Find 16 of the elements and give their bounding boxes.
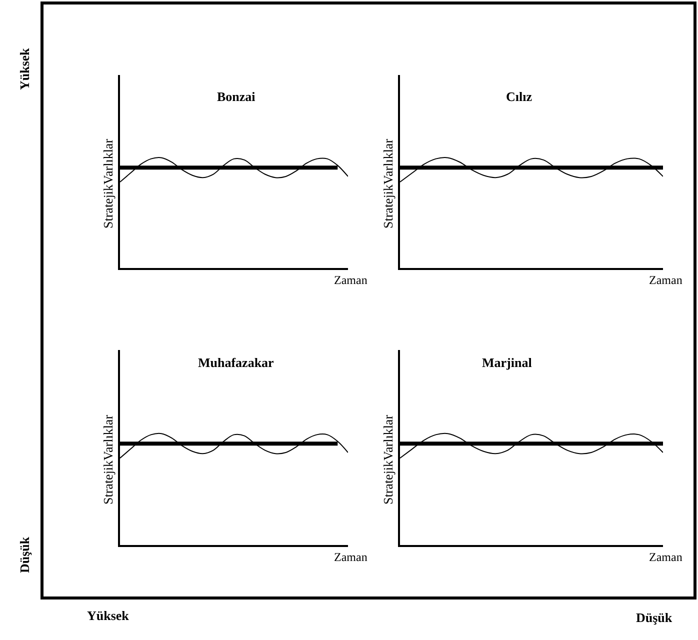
y-axis-title: StratejikVarlıklar	[100, 414, 116, 504]
x-axis-title: Zaman	[334, 550, 368, 564]
text: Yüksek	[87, 608, 130, 623]
chart-title: Cılız	[506, 89, 532, 104]
text: Yüksek	[17, 47, 32, 90]
y-axis-title: StratejikVarlıklar	[380, 414, 396, 504]
text: Düşük	[636, 610, 673, 625]
text: Düşük	[17, 536, 32, 573]
chart-title: Marjinal	[482, 355, 532, 370]
x-axis-title: Zaman	[649, 273, 682, 287]
y-axis-title: StratejikVarlıklar	[100, 138, 116, 228]
x-axis-title: Zaman	[649, 550, 682, 564]
chart-title: Muhafazakar	[198, 355, 274, 370]
x-axis-title: Zaman	[334, 273, 368, 287]
y-axis-title: StratejikVarlıklar	[380, 138, 396, 228]
chart-title: Bonzai	[217, 89, 256, 104]
